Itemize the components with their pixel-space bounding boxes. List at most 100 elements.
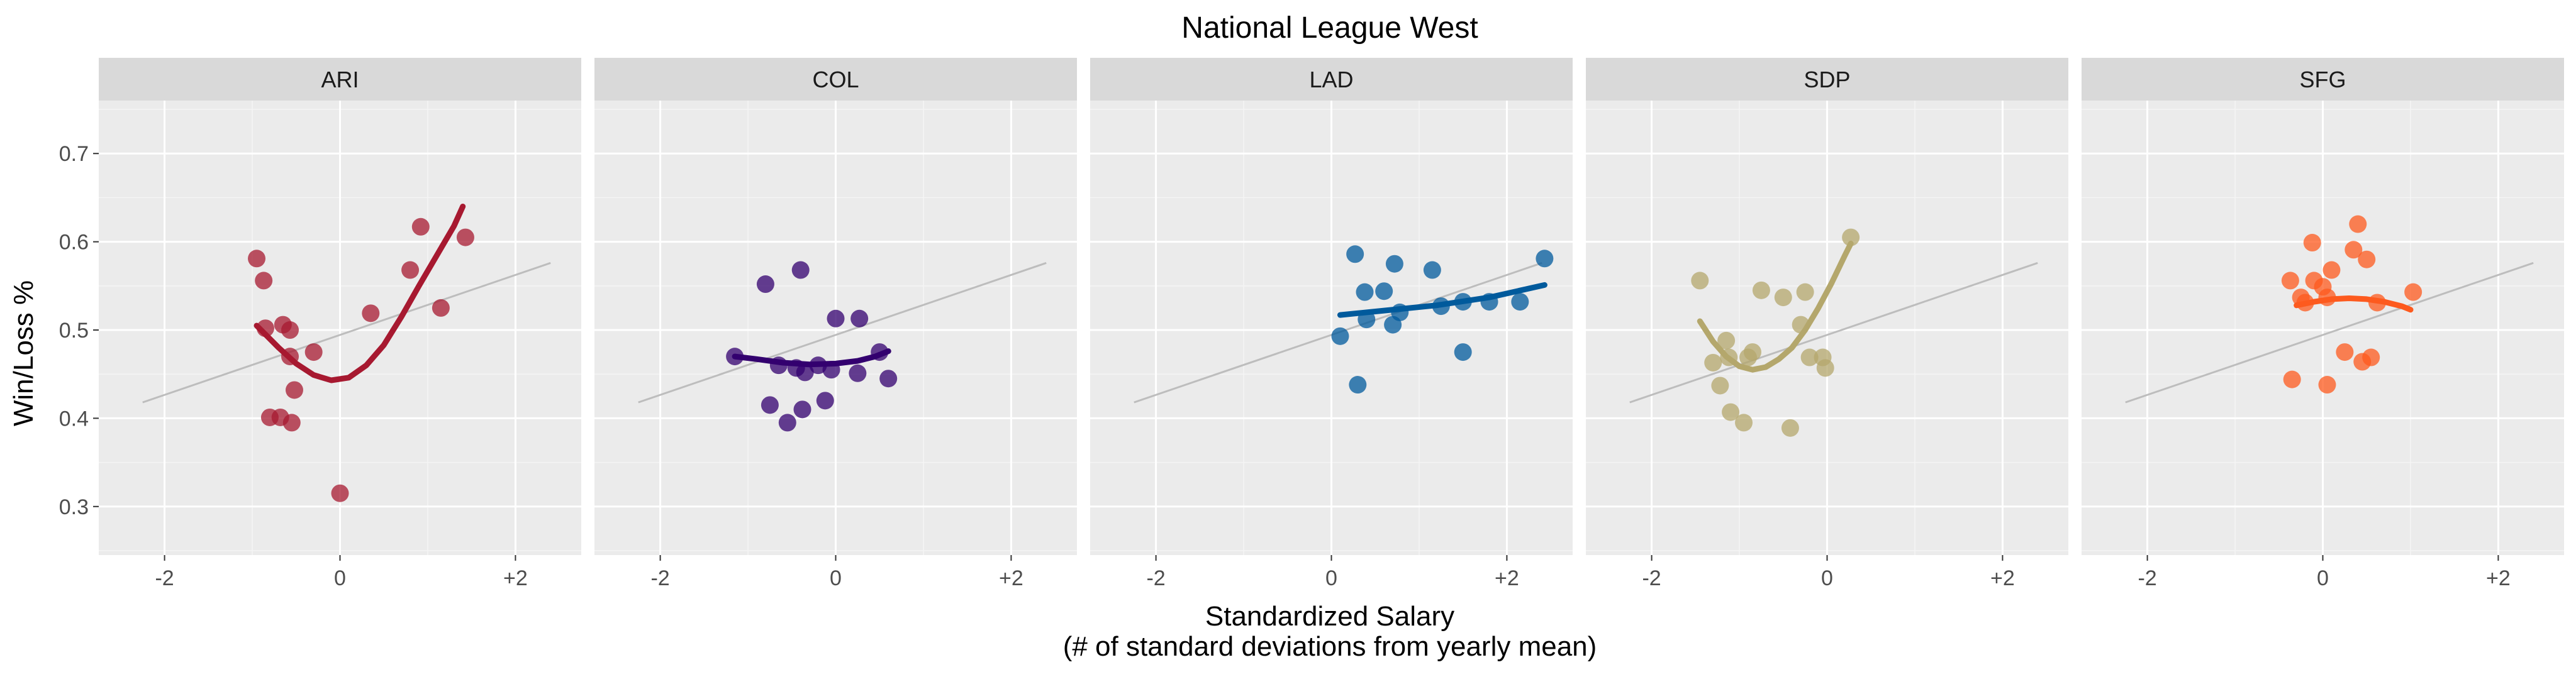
y-axis-label: Win/Loss % bbox=[8, 280, 39, 426]
x-tick-label: 0 bbox=[2317, 566, 2329, 590]
data-point bbox=[1816, 359, 1834, 377]
x-tick-label: +2 bbox=[2486, 566, 2511, 590]
data-point bbox=[816, 392, 834, 410]
data-point bbox=[304, 343, 323, 361]
data-point bbox=[1349, 376, 1367, 394]
data-point bbox=[1511, 293, 1529, 311]
data-point bbox=[248, 250, 266, 268]
data-point bbox=[2318, 376, 2336, 394]
x-tick-label: 0 bbox=[1325, 566, 1337, 590]
x-tick-label: 0 bbox=[334, 566, 346, 590]
x-tick-label: +2 bbox=[999, 566, 1023, 590]
data-point bbox=[1704, 353, 1722, 372]
data-point bbox=[281, 321, 299, 339]
reference-line bbox=[142, 261, 551, 404]
data-point bbox=[1735, 414, 1753, 432]
y-tick-label: 0.7 bbox=[59, 142, 89, 166]
data-point bbox=[1717, 331, 1736, 350]
data-point bbox=[1423, 261, 1441, 279]
data-point bbox=[2404, 283, 2423, 301]
x-axis-sublabel: (# of standard deviations from yearly me… bbox=[1063, 631, 1597, 662]
data-point bbox=[1331, 327, 1349, 345]
y-tick-label: 0.4 bbox=[59, 407, 89, 431]
facet-strip-label: ARI bbox=[321, 67, 359, 92]
facet-strip-label: LAD bbox=[1309, 67, 1353, 92]
data-point bbox=[1781, 419, 1799, 437]
data-point bbox=[1356, 283, 1374, 301]
data-point bbox=[793, 400, 811, 419]
data-point bbox=[1691, 272, 1709, 290]
x-tick-label: 0 bbox=[1821, 566, 1833, 590]
x-tick-label: +2 bbox=[1990, 566, 2015, 590]
y-axis: 0.3 0.4 0.5 0.6 0.7 bbox=[59, 142, 99, 519]
reference-line bbox=[1629, 261, 2038, 404]
trend-curve bbox=[1337, 282, 1547, 318]
x-tick-label: -2 bbox=[1642, 566, 1661, 590]
facet-panel-lad: LAD -2 0 +2 bbox=[1090, 58, 1573, 590]
data-point bbox=[1796, 283, 1814, 301]
x-tick-label: -2 bbox=[2138, 566, 2156, 590]
data-point bbox=[2345, 241, 2363, 259]
data-point bbox=[2281, 272, 2299, 290]
facet-strip-label: COL bbox=[812, 67, 859, 92]
data-point bbox=[756, 275, 774, 294]
data-point bbox=[1454, 343, 1472, 361]
facet-panel-col: COL -2 0 +2 bbox=[594, 58, 1077, 590]
x-tick-label: 0 bbox=[830, 566, 842, 590]
trend-curve bbox=[254, 204, 466, 383]
data-point bbox=[432, 299, 450, 317]
reference-line bbox=[638, 261, 1047, 404]
x-tick-label: +2 bbox=[503, 566, 528, 590]
data-point bbox=[362, 304, 380, 322]
x-tick-label: +2 bbox=[1495, 566, 1519, 590]
x-tick-label: -2 bbox=[1146, 566, 1165, 590]
data-point bbox=[2303, 234, 2321, 252]
data-point bbox=[1385, 255, 1403, 273]
data-point bbox=[827, 309, 845, 327]
data-point bbox=[401, 261, 420, 279]
facet-strip bbox=[1090, 58, 1573, 101]
y-tick-label: 0.6 bbox=[59, 231, 89, 255]
facet-strip bbox=[1586, 58, 2068, 101]
y-tick-label: 0.5 bbox=[59, 319, 89, 343]
data-point bbox=[285, 381, 303, 399]
facet-panel-sdp: SDP -2 0 +2 bbox=[1586, 58, 2068, 590]
data-point bbox=[1375, 282, 1393, 300]
data-point bbox=[2336, 343, 2354, 361]
data-point bbox=[879, 370, 898, 388]
data-point bbox=[849, 364, 867, 382]
data-point bbox=[331, 484, 349, 502]
y-tick-label: 0.3 bbox=[59, 495, 89, 519]
x-axis-label: Standardized Salary bbox=[1205, 601, 1454, 632]
data-point bbox=[1774, 289, 1792, 307]
data-point bbox=[1722, 403, 1740, 421]
facet-panels: ARI -2 0 +2 COL -2 0 +2 LAD -2 0 +2 SDP -2 0 +2 SFG -2 0 +2 bbox=[99, 58, 2564, 590]
data-point bbox=[2349, 215, 2367, 233]
data-point bbox=[255, 272, 273, 290]
data-point bbox=[1842, 228, 1860, 246]
data-point bbox=[1752, 281, 1770, 299]
chart-title: National League West bbox=[1181, 11, 1478, 45]
trend-curve bbox=[2294, 295, 2414, 313]
facet-strip-label: SDP bbox=[1804, 67, 1850, 92]
data-point bbox=[2362, 348, 2380, 366]
x-tick-label: -2 bbox=[155, 566, 174, 590]
data-point bbox=[778, 414, 796, 432]
data-point bbox=[850, 309, 869, 327]
data-point bbox=[1711, 377, 1729, 395]
x-tick-label: -2 bbox=[650, 566, 669, 590]
data-point bbox=[796, 363, 814, 382]
facet-strip-label: SFG bbox=[2299, 67, 2346, 92]
data-point bbox=[411, 217, 430, 236]
facet-strip bbox=[99, 58, 581, 101]
data-point bbox=[1346, 245, 1364, 263]
data-point bbox=[1800, 348, 1819, 366]
reference-line bbox=[2125, 261, 2534, 404]
facet-strip bbox=[594, 58, 1077, 101]
trend-curve bbox=[1697, 240, 1854, 373]
data-point bbox=[2358, 250, 2376, 268]
data-point bbox=[2283, 370, 2301, 388]
data-point bbox=[791, 261, 810, 279]
data-point bbox=[2322, 261, 2341, 279]
